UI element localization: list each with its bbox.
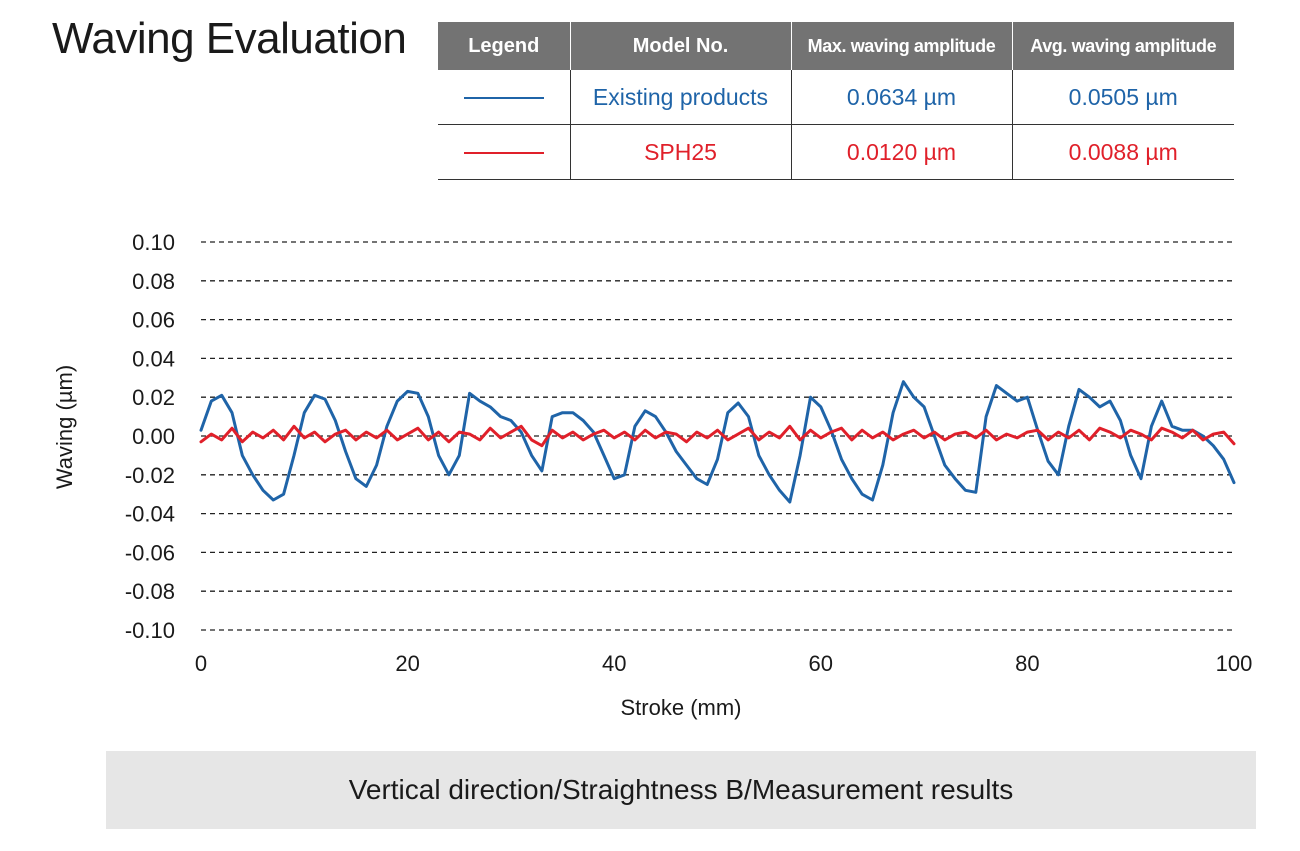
legend-header-model: Model No.	[569, 22, 791, 70]
chart-caption: Vertical direction/Straightness B/Measur…	[106, 751, 1256, 829]
y-tick-label: -0.02	[125, 463, 175, 488]
legend-avg-sph25: 0.0088 µm	[1011, 124, 1234, 180]
legend-row-existing: Existing products 0.0634 µm 0.0505 µm	[438, 70, 1234, 125]
y-tick-label: -0.10	[125, 618, 175, 643]
x-tick-label: 80	[1015, 651, 1039, 676]
y-tick-label: -0.06	[125, 540, 175, 565]
legend-max-sph25: 0.0120 µm	[790, 124, 1012, 180]
y-tick-label: 0.10	[132, 230, 175, 255]
legend-swatch-existing	[438, 70, 570, 125]
legend-table: Legend Model No. Max. waving amplitude A…	[438, 22, 1234, 180]
legend-model-existing: Existing products	[569, 70, 791, 125]
series-line-sph25	[199, 424, 1236, 448]
y-tick-label: 0.08	[132, 269, 175, 294]
legend-swatch-sph25	[438, 124, 570, 180]
x-tick-label: 60	[809, 651, 833, 676]
legend-avg-existing: 0.0505 µm	[1011, 70, 1234, 125]
legend-header-max: Max. waving amplitude	[790, 22, 1012, 70]
legend-header-legend: Legend	[438, 22, 570, 70]
series-line-existing-products	[199, 380, 1236, 504]
y-tick-label: -0.04	[125, 502, 175, 527]
x-tick-labels: 0 20 40 60 80 100	[195, 651, 1252, 676]
grid-lines	[201, 241, 1234, 631]
y-tick-label: 0.02	[132, 385, 175, 410]
x-axis-label: Stroke (mm)	[621, 695, 742, 720]
page-title: Waving Evaluation	[52, 14, 407, 63]
legend-header-avg: Avg. waving amplitude	[1011, 22, 1234, 70]
x-tick-label: 100	[1216, 651, 1253, 676]
y-tick-labels: 0.10 0.08 0.06 0.04 0.02 0.00 -0.02 -0.04 -0.06 -…	[125, 230, 175, 643]
y-tick-label: -0.08	[125, 579, 175, 604]
legend-max-existing: 0.0634 µm	[790, 70, 1012, 125]
y-tick-label: 0.04	[132, 346, 175, 371]
x-tick-label: 40	[602, 651, 626, 676]
legend-model-sph25: SPH25	[569, 124, 791, 180]
x-tick-label: 0	[195, 651, 207, 676]
legend-row-sph25: SPH25 0.0120 µm 0.0088 µm	[438, 124, 1234, 180]
y-tick-label: 0.06	[132, 308, 175, 333]
x-tick-label: 20	[395, 651, 419, 676]
legend-header-row: Legend Model No. Max. waving amplitude A…	[438, 22, 1234, 70]
legend-line-existing	[463, 97, 544, 100]
legend-line-sph25	[463, 152, 544, 155]
series-lines	[199, 380, 1236, 504]
y-tick-label: 0.00	[132, 424, 175, 449]
y-axis-label: Waving (µm)	[52, 365, 77, 489]
waving-chart: 0.10 0.08 0.06 0.04 0.02 0.00 -0.02 -0.04 -0.06 -…	[52, 230, 1252, 720]
